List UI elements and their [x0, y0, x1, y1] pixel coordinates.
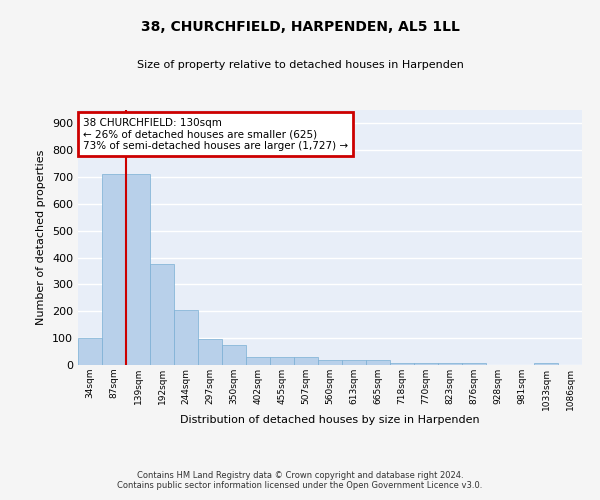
- Bar: [414, 363, 438, 365]
- Bar: [78, 338, 102, 365]
- Bar: [438, 363, 462, 365]
- Text: 38 CHURCHFIELD: 130sqm
← 26% of detached houses are smaller (625)
73% of semi-de: 38 CHURCHFIELD: 130sqm ← 26% of detached…: [83, 118, 348, 151]
- Bar: [222, 346, 246, 365]
- Bar: [126, 174, 150, 365]
- Bar: [150, 264, 174, 365]
- Bar: [198, 339, 222, 365]
- Bar: [270, 357, 294, 365]
- Bar: [246, 357, 270, 365]
- Bar: [462, 363, 486, 365]
- Bar: [294, 358, 318, 365]
- Bar: [318, 360, 342, 365]
- Bar: [534, 363, 558, 365]
- Bar: [174, 310, 198, 365]
- Y-axis label: Number of detached properties: Number of detached properties: [37, 150, 46, 325]
- Bar: [390, 363, 414, 365]
- Text: Contains HM Land Registry data © Crown copyright and database right 2024.
Contai: Contains HM Land Registry data © Crown c…: [118, 470, 482, 490]
- Text: 38, CHURCHFIELD, HARPENDEN, AL5 1LL: 38, CHURCHFIELD, HARPENDEN, AL5 1LL: [140, 20, 460, 34]
- Bar: [342, 360, 366, 365]
- X-axis label: Distribution of detached houses by size in Harpenden: Distribution of detached houses by size …: [180, 416, 480, 426]
- Bar: [366, 360, 390, 365]
- Bar: [102, 174, 126, 365]
- Text: Size of property relative to detached houses in Harpenden: Size of property relative to detached ho…: [137, 60, 463, 70]
